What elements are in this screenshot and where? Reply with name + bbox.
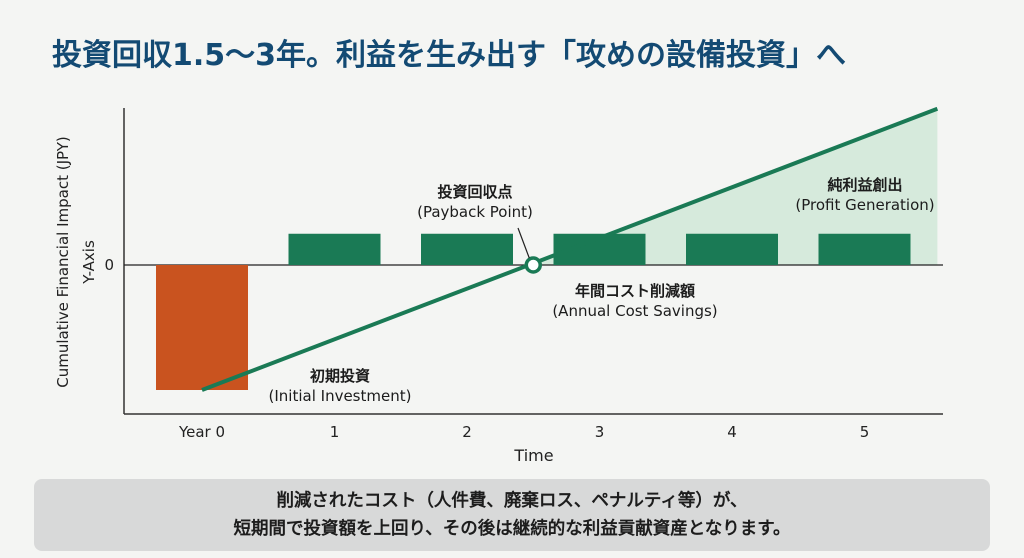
savings-bar-5	[818, 233, 911, 265]
summary-line-2: 短期間で投資額を上回り、その後は継続的な利益貢献資産となります。	[233, 519, 791, 539]
cumulative-line	[201, 106, 939, 392]
chart: Year 0 1 2 3 4 5 0 Time Cumulative Financial Imp…	[54, 106, 943, 465]
savings-label-en: (Annual Cost Savings)	[552, 302, 718, 320]
x-axis-label: Time	[513, 446, 553, 465]
payback-annotation: 投資回収点 (Payback Point)	[400, 182, 550, 222]
payback-label-jp: 投資回収点	[437, 183, 513, 201]
savings-annotation: 年間コスト削減額 (Annual Cost Savings)	[535, 281, 735, 321]
initial-annotation: 初期投資 (Initial Investment)	[250, 366, 430, 406]
payback-leader-line	[517, 227, 530, 259]
payback-label-en: (Payback Point)	[417, 203, 533, 221]
payback-point-marker	[524, 256, 542, 274]
page-title: 投資回収1.5〜3年。利益を生み出す「攻めの設備投資」へ	[52, 38, 847, 73]
initial-label-jp: 初期投資	[309, 367, 370, 385]
summary-box: 削減されたコスト（人件費、廃棄ロス、ペナルティ等）が、 短期間で投資額を上回り、…	[34, 479, 990, 551]
profit-label-en: (Profit Generation)	[795, 196, 935, 214]
y-axis-sublabel: Y-Axis	[80, 240, 98, 285]
summary-line-1: 削減されたコスト（人件費、廃棄ロス、ペナルティ等）が、	[276, 491, 748, 511]
savings-bar-2	[421, 233, 513, 265]
x-tick-label: 4	[727, 423, 737, 441]
investment-bar-0	[156, 265, 248, 390]
initial-label-en: (Initial Investment)	[268, 387, 412, 405]
y-tick-label: 0	[104, 256, 114, 274]
x-tick-label: 3	[595, 423, 605, 441]
x-tick-label: Year 0	[178, 423, 225, 441]
y-axis-label: Cumulative Financial Impact (JPY)	[54, 136, 72, 387]
savings-label-jp: 年間コスト削減額	[574, 282, 695, 300]
savings-bar-1	[288, 233, 381, 265]
x-tick-label: 5	[860, 423, 870, 441]
x-tick-label: 2	[462, 423, 472, 441]
x-tick-label: 1	[330, 423, 340, 441]
savings-bar-4	[686, 233, 778, 265]
profit-label-jp: 純利益創出	[827, 176, 903, 194]
profit-annotation: 純利益創出 (Profit Generation)	[775, 175, 955, 215]
